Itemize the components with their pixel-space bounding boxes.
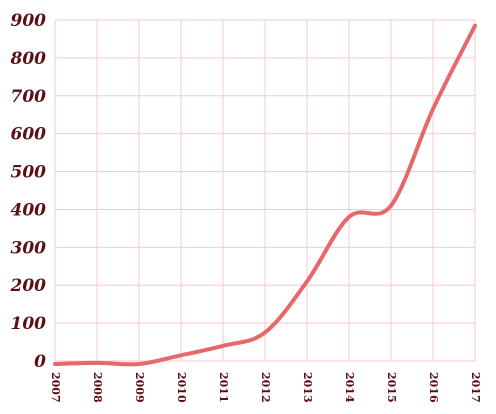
y-tick-label: 200 — [10, 276, 47, 296]
y-tick-label: 0 — [34, 352, 46, 372]
y-tick-label: 400 — [11, 200, 47, 220]
grid — [55, 20, 475, 361]
x-tick-label: 2010 — [175, 372, 188, 403]
x-tick-label: 2008 — [91, 372, 104, 403]
x-axis-ticks: 2007 2008 2009 2010 2011 2012 2013 2014 2015 2016… — [49, 372, 482, 403]
x-tick-label: 2014 — [343, 372, 356, 403]
x-tick-label: 2015 — [385, 372, 398, 403]
y-tick-label: 600 — [11, 125, 47, 145]
y-tick-label: 300 — [11, 238, 47, 258]
y-tick-label: 700 — [11, 87, 47, 107]
y-tick-label: 500 — [11, 163, 47, 183]
y-tick-label: 100 — [11, 314, 47, 334]
x-tick-label: 2012 — [259, 372, 272, 403]
x-tick-label: 2009 — [133, 372, 146, 403]
y-tick-label: 900 — [11, 11, 47, 31]
x-tick-label: 2011 — [217, 372, 230, 403]
x-tick-label: 2017 — [469, 372, 482, 403]
x-tick-label: 2007 — [49, 372, 62, 403]
y-tick-label: 800 — [10, 49, 47, 69]
x-tick-label: 2016 — [427, 372, 440, 403]
x-tick-label: 2013 — [301, 372, 314, 403]
y-axis-ticks: 0 100 200 300 400 500 600 700 800 900 — [10, 11, 47, 372]
